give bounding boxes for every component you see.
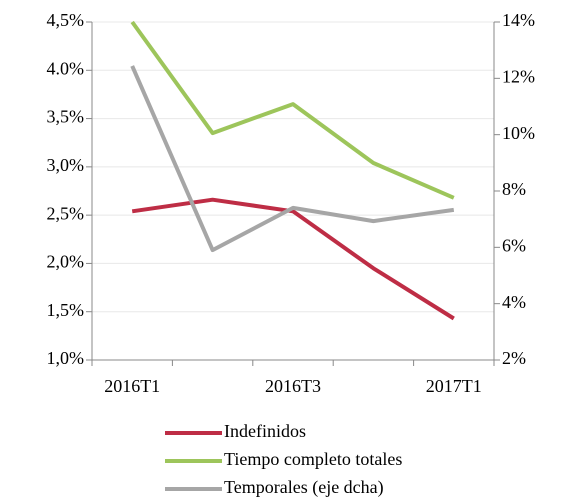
x-tick-label: 2016T1 bbox=[104, 376, 160, 396]
x-tick-label: 2017T1 bbox=[426, 376, 482, 396]
series-line bbox=[130, 65, 455, 253]
y-tick-label: 2,5% bbox=[47, 203, 85, 223]
y-tick-label: 4.0% bbox=[47, 58, 85, 78]
y-tick-label: 3,5% bbox=[47, 107, 85, 127]
y-tick-label: 1,5% bbox=[47, 300, 85, 320]
y-tick-label: 2,0% bbox=[47, 252, 85, 272]
y2-tick-label: 2% bbox=[502, 348, 526, 368]
y2-tick-label: 10% bbox=[502, 123, 535, 143]
y2-tick-label: 4% bbox=[502, 292, 526, 312]
series-line bbox=[130, 20, 455, 200]
series-line bbox=[131, 197, 455, 321]
y-tick-label: 3,0% bbox=[47, 155, 85, 175]
y-tick-label: 1,0% bbox=[47, 348, 85, 368]
y2-tick-label: 12% bbox=[502, 66, 535, 86]
y-tick-label: 4,5% bbox=[47, 10, 85, 30]
x-tick-label: 2016T3 bbox=[265, 376, 321, 396]
y2-tick-label: 6% bbox=[502, 235, 526, 255]
legend-label: Temporales (eje dcha) bbox=[224, 477, 384, 498]
y2-tick-label: 8% bbox=[502, 179, 526, 199]
legend-label: Tiempo completo totales bbox=[224, 449, 402, 469]
legend-label: Indefinidos bbox=[224, 421, 306, 441]
y2-tick-label: 14% bbox=[502, 10, 535, 30]
